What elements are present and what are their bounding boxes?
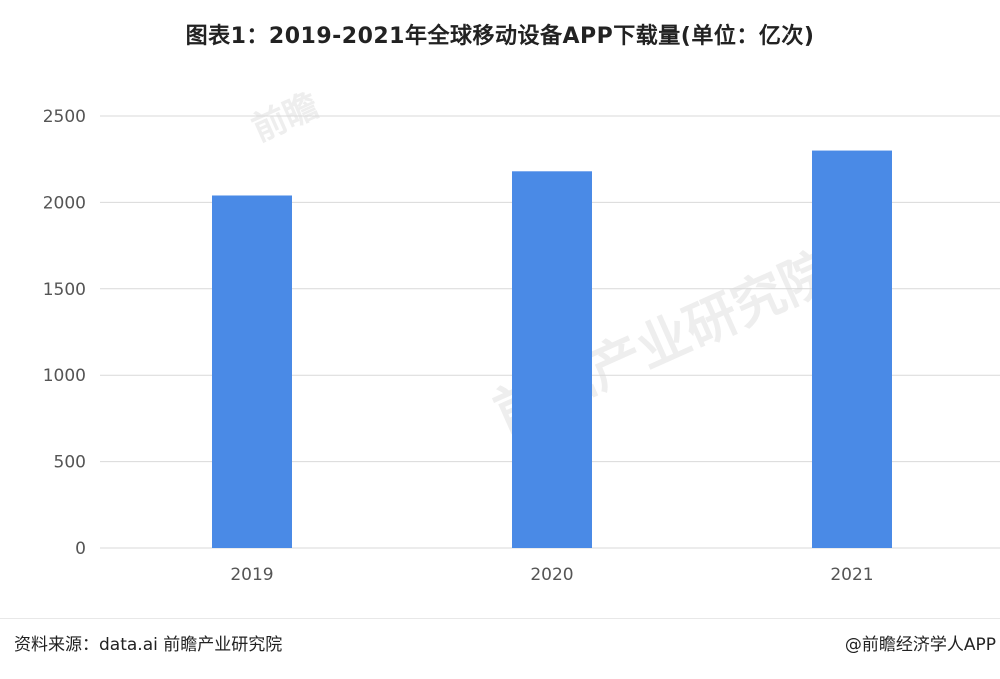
credit-note: @前瞻经济学人APP	[844, 635, 996, 655]
bar-2021	[812, 150, 892, 548]
y-tick-label: 1000	[43, 366, 86, 386]
y-tick-label: 2000	[43, 193, 86, 213]
x-axis-tick-labels: 2019 2020 2021	[230, 565, 873, 585]
y-tick-label: 2500	[43, 107, 86, 127]
footer-divider	[0, 618, 1000, 619]
y-tick-label: 0	[75, 539, 86, 559]
x-tick-label: 2019	[230, 565, 273, 585]
bar-2019	[212, 195, 292, 548]
x-tick-label: 2021	[830, 565, 873, 585]
y-axis-tick-labels: 0 500 1000 1500 2000 2500	[43, 107, 86, 559]
source-note: 资料来源：data.ai 前瞻产业研究院	[14, 635, 283, 655]
y-tick-label: 500	[54, 453, 86, 473]
bar-chart: 0 500 1000 1500 2000 2500 2019 2020 2021	[43, 107, 1000, 585]
bar-2020	[512, 171, 592, 548]
x-tick-label: 2020	[530, 565, 573, 585]
y-tick-label: 1500	[43, 280, 86, 300]
chart-title: 图表1：2019-2021年全球移动设备APP下载量(单位：亿次)	[185, 24, 815, 49]
bars	[212, 150, 892, 548]
